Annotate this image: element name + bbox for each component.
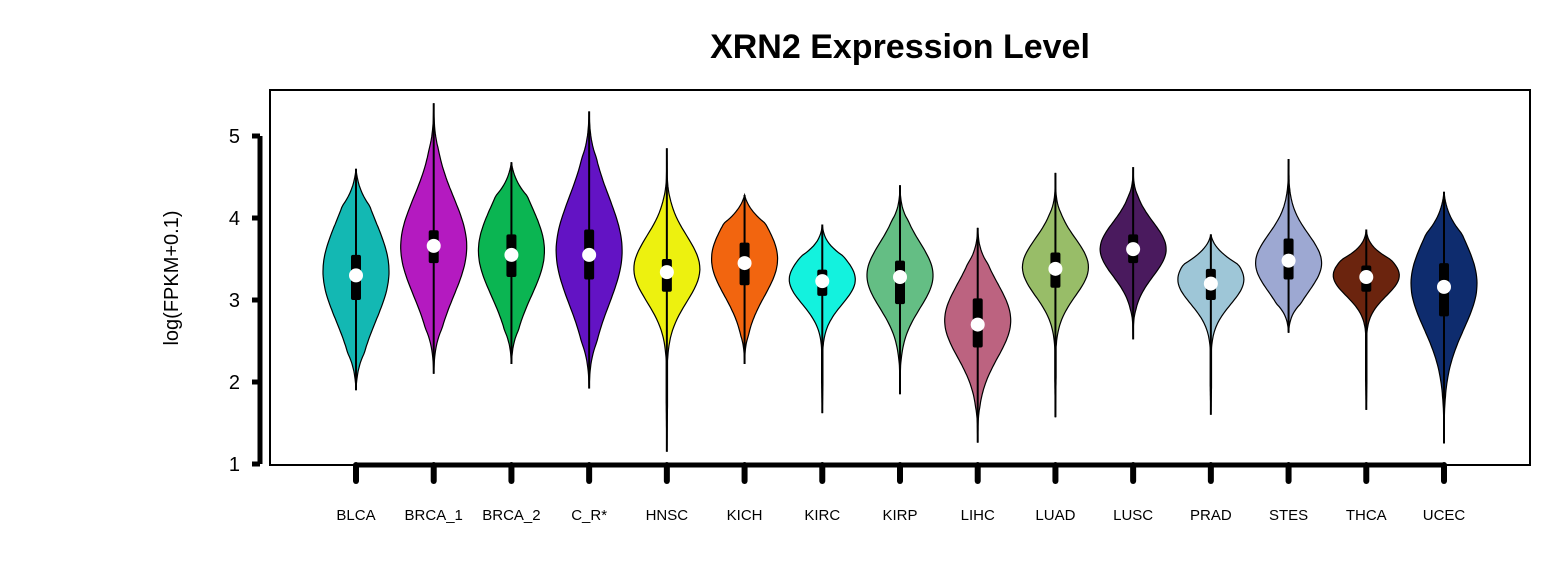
x-tick-label: PRAD: [1190, 507, 1232, 524]
median-point-HNSC: [659, 265, 674, 280]
median-point-LIHC: [970, 317, 985, 332]
x-tick-label: STES: [1269, 507, 1308, 524]
x-tick-label: LIHC: [961, 507, 995, 524]
x-tick-label: BLCA: [336, 507, 375, 524]
y-axis-label: log(FPKM+0.1): [161, 210, 183, 345]
median-point-C_R*: [582, 247, 597, 262]
median-point-BRCA_1: [426, 238, 441, 253]
x-tick-label: LUSC: [1113, 507, 1153, 524]
median-point-UCEC: [1437, 279, 1451, 294]
x-tick-label: KIRC: [804, 507, 840, 524]
x-tick-label: BRCA_1: [405, 507, 463, 524]
median-point-BRCA_2: [504, 247, 519, 262]
median-point-STES: [1281, 253, 1296, 268]
y-tick-label: 4: [229, 208, 240, 230]
x-axis: BLCA BRCA_1 BRCA_2 C_R* HNSC KICH KIRC KIRP LIHC…: [336, 462, 1466, 524]
median-point-THCA: [1359, 270, 1374, 285]
y-tick-label: 2: [229, 372, 240, 394]
x-tick-label: BRCA_2: [482, 507, 540, 524]
median-point-LUSC: [1126, 242, 1141, 257]
median-point-BLCA: [349, 268, 363, 283]
x-tick-label: KICH: [727, 507, 763, 524]
y-tick-label: 3: [229, 290, 240, 312]
x-tick-label: HNSC: [646, 507, 689, 524]
x-tick-label: KIRP: [882, 507, 917, 524]
median-point-PRAD: [1203, 276, 1218, 291]
x-tick-label: UCEC: [1423, 507, 1466, 524]
median-point-KICH: [737, 256, 752, 271]
y-tick-label: 5: [229, 126, 240, 148]
median-point-KIRC: [815, 274, 830, 289]
x-tick-label: C_R*: [571, 507, 607, 524]
median-point-LUAD: [1048, 261, 1063, 276]
violins-layer: [322, 103, 1478, 452]
median-point-KIRP: [893, 270, 907, 285]
x-tick-label: LUAD: [1035, 507, 1075, 524]
y-axis: 1 2 3 4 5: [229, 126, 263, 476]
chart-title: XRN2 Expression Level: [710, 28, 1090, 66]
x-tick-label: THCA: [1346, 507, 1387, 524]
y-tick-label: 1: [229, 454, 240, 476]
